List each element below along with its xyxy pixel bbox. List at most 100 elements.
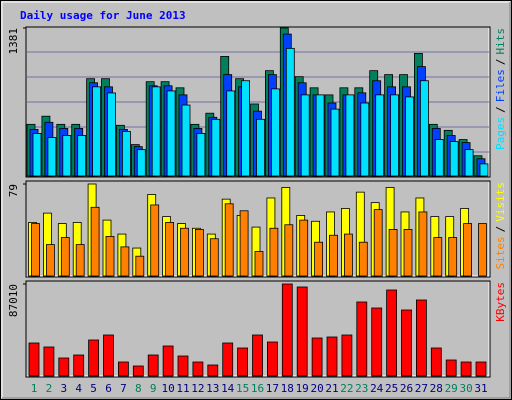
- x-tick-label: 8: [135, 382, 142, 395]
- bar: [88, 339, 99, 377]
- x-tick-label: 20: [310, 382, 323, 395]
- bar: [181, 104, 191, 177]
- bar: [296, 286, 308, 377]
- bar: [150, 204, 160, 277]
- bar: [90, 206, 100, 277]
- bar: [209, 238, 219, 277]
- x-tick-label: 14: [221, 382, 235, 395]
- bar: [47, 137, 57, 177]
- bar: [122, 131, 131, 177]
- bar: [464, 149, 474, 177]
- x-tick-label: 29: [445, 382, 458, 395]
- legend-entry: Pages: [494, 117, 507, 150]
- bar: [194, 229, 204, 277]
- bar: [32, 133, 42, 177]
- bar: [403, 229, 413, 277]
- x-tick-label: 13: [206, 382, 219, 395]
- bar: [151, 86, 161, 177]
- x-tick-label: 31: [474, 382, 487, 395]
- legend: Sites / Visits: [494, 182, 507, 270]
- bar: [270, 88, 280, 177]
- bar: [46, 244, 55, 277]
- bar: [252, 334, 263, 377]
- bar: [281, 283, 293, 377]
- bar: [180, 227, 189, 277]
- bar: [103, 334, 114, 377]
- bar: [132, 365, 144, 377]
- bar: [254, 251, 264, 277]
- bar: [386, 289, 398, 377]
- bar: [478, 223, 487, 277]
- bar: [147, 354, 159, 377]
- bar: [418, 211, 428, 277]
- bar: [448, 237, 458, 277]
- x-tick-label: 24: [370, 382, 384, 395]
- x-tick-label: 2: [46, 382, 53, 395]
- legend: Pages / Files / Hits: [494, 28, 507, 150]
- bar: [222, 342, 234, 377]
- bar: [77, 135, 87, 177]
- legend: KBytes: [494, 282, 507, 322]
- bar: [449, 141, 459, 177]
- bar: [28, 342, 40, 377]
- x-tick-label: 23: [355, 382, 368, 395]
- bar: [62, 135, 72, 177]
- bar: [388, 229, 398, 277]
- x-tick-label: 15: [236, 382, 249, 395]
- legend-entry: KBytes: [494, 282, 507, 322]
- bar: [237, 347, 249, 377]
- x-tick-label: 4: [75, 382, 82, 395]
- x-tick-label: 16: [251, 382, 264, 395]
- bar: [135, 255, 145, 277]
- bar: [311, 337, 323, 377]
- bar: [166, 90, 176, 177]
- bar: [460, 361, 472, 377]
- y-tick-label: 1381: [7, 28, 20, 55]
- x-tick-label: 3: [60, 382, 67, 395]
- bar: [241, 80, 251, 177]
- bar: [479, 163, 489, 177]
- legend-entry: Sites: [494, 236, 507, 269]
- bar: [463, 223, 473, 277]
- bar: [207, 364, 219, 377]
- bar: [343, 233, 353, 277]
- x-tick-label: 12: [191, 382, 204, 395]
- bar: [326, 336, 338, 377]
- bar: [196, 133, 206, 177]
- x-tick-label: 6: [105, 382, 112, 395]
- bar: [329, 234, 338, 277]
- x-tick-label: 26: [400, 382, 413, 395]
- bar: [118, 361, 129, 377]
- bar: [266, 341, 278, 377]
- x-tick-label: 9: [150, 382, 157, 395]
- bar: [360, 102, 370, 177]
- bar: [358, 241, 368, 277]
- bar: [165, 222, 175, 277]
- bar: [211, 118, 221, 177]
- x-tick-label: 17: [266, 382, 279, 395]
- x-tick-label: 19: [296, 382, 309, 395]
- bar: [356, 301, 368, 377]
- bar: [433, 237, 443, 277]
- x-tick-label: 28: [430, 382, 443, 395]
- bar: [345, 94, 355, 177]
- bar: [75, 244, 85, 277]
- bar: [177, 355, 189, 377]
- bar: [390, 94, 400, 177]
- bar: [31, 223, 40, 277]
- y-tick-label: 87010: [7, 284, 20, 317]
- bar: [314, 241, 324, 277]
- bar: [239, 210, 249, 277]
- x-tick-label: 25: [385, 382, 398, 395]
- bar: [256, 118, 265, 177]
- x-tick-label: 30: [459, 382, 472, 395]
- bar: [60, 237, 70, 277]
- x-tick-label: 10: [161, 382, 174, 395]
- bar: [73, 354, 85, 377]
- bar: [43, 346, 55, 377]
- bar: [299, 219, 309, 277]
- bar: [162, 345, 174, 377]
- bar: [475, 361, 487, 377]
